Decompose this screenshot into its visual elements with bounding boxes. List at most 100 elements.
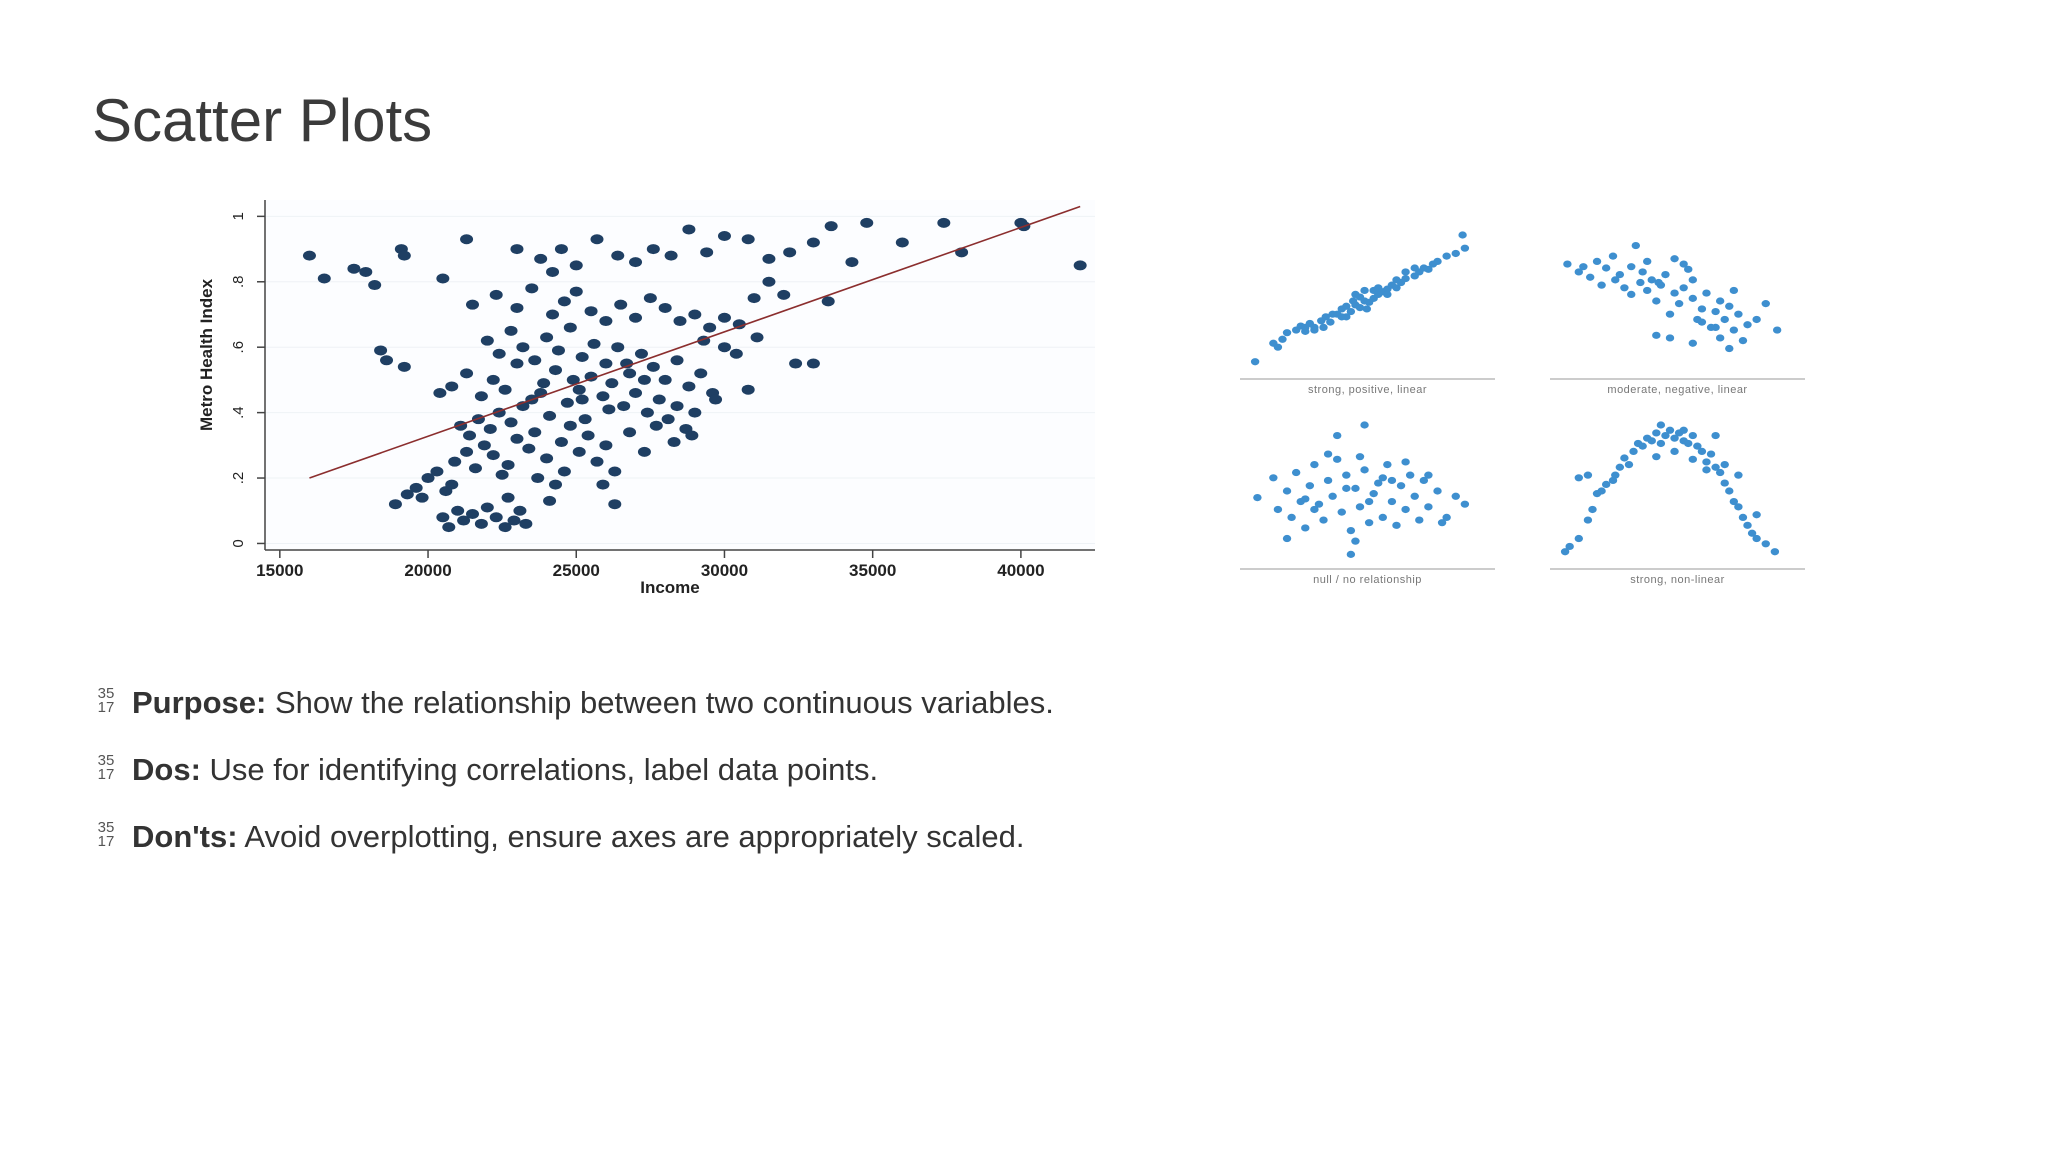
data-point (480, 335, 494, 346)
mini-data-point (1711, 307, 1720, 316)
mini-data-point (1608, 252, 1618, 260)
data-point (860, 217, 874, 228)
data-point (483, 423, 497, 434)
mini-data-point (1670, 447, 1679, 455)
data-point (540, 332, 554, 343)
mini-data-point (1387, 497, 1397, 506)
data-point (460, 234, 474, 245)
data-point (717, 342, 731, 353)
data-point (646, 361, 660, 372)
data-point (477, 440, 491, 451)
mini-data-point (1442, 252, 1451, 260)
data-point (510, 433, 524, 444)
plot-area (265, 200, 1095, 550)
bullet-purpose: 35 17 Purpose: Show the relationship betw… (92, 685, 1054, 721)
mini-data-point (1401, 505, 1410, 514)
mini-data-point (1583, 516, 1593, 524)
mini-data-point (1643, 286, 1652, 295)
data-point (513, 505, 527, 516)
mini-data-point (1627, 290, 1636, 298)
data-point (667, 437, 681, 448)
x-tick-label: 20000 (404, 561, 451, 580)
data-point (528, 355, 542, 366)
mini-data-point (1652, 429, 1661, 437)
mini-data-point (1360, 421, 1369, 429)
data-point (629, 387, 643, 398)
mini-data-point (1410, 492, 1419, 500)
mini-data-point (1665, 334, 1675, 342)
data-point (474, 391, 488, 402)
mini-data-point (1364, 519, 1374, 527)
mini-data-point (1601, 480, 1611, 488)
mini-data-point (1697, 447, 1707, 455)
bullet-donts: 35 17 Don'ts: Avoid overplotting, ensure … (92, 819, 1054, 855)
data-point (637, 374, 651, 385)
mini-data-point (1433, 487, 1442, 495)
data-point (717, 230, 731, 241)
mini-data-point (1310, 326, 1319, 334)
mini-caption: null / no relationship (1313, 574, 1422, 586)
mini-data-point (1629, 447, 1638, 455)
mini-data-point (1684, 265, 1693, 273)
data-point (445, 381, 459, 392)
data-point (587, 338, 601, 349)
y-tick-label: .6 (230, 341, 247, 354)
data-point (590, 234, 604, 245)
mini-data-point (1287, 513, 1296, 521)
data-point (750, 332, 764, 343)
mini-data-point (1410, 264, 1419, 272)
mini-data-point (1588, 505, 1597, 514)
mini-data-point (1665, 310, 1675, 318)
data-point (777, 289, 791, 300)
mini-data-point (1396, 482, 1406, 490)
data-point (596, 479, 610, 490)
mini-data-point (1301, 495, 1310, 503)
mini-data-point (1770, 548, 1780, 556)
data-point (821, 296, 835, 307)
data-point (623, 427, 637, 438)
data-point (608, 499, 622, 510)
data-point (560, 397, 574, 408)
data-point (634, 348, 648, 359)
mini-data-point (1346, 307, 1356, 316)
mini-data-point (1729, 497, 1739, 506)
x-axis-label: Income (640, 578, 700, 597)
mini-data-point (1615, 271, 1625, 279)
data-point (575, 352, 589, 363)
data-point (430, 466, 444, 477)
mini-data-point (1592, 257, 1602, 265)
mini-data-point (1355, 293, 1365, 301)
data-point (596, 391, 610, 402)
mini-data-point (1702, 466, 1711, 474)
data-point (498, 522, 512, 533)
x-tick-label: 15000 (256, 561, 303, 580)
data-point (448, 456, 462, 467)
mini-data-point (1337, 508, 1346, 516)
data-point (1073, 260, 1087, 271)
mini-data-point (1725, 487, 1734, 495)
mini-data-point (1608, 476, 1618, 485)
data-point (717, 312, 731, 323)
mini-data-point (1636, 278, 1645, 287)
data-point (566, 374, 580, 385)
mini-data-point (1715, 297, 1725, 305)
data-point (575, 394, 589, 405)
data-point (584, 306, 598, 317)
data-point (652, 394, 666, 405)
data-point (474, 518, 488, 529)
mini-data-point (1364, 497, 1374, 506)
data-point (608, 466, 622, 477)
mini-data-point (1424, 471, 1433, 479)
mini-data-point (1369, 490, 1378, 498)
data-point (611, 250, 625, 261)
mini-data-point (1772, 326, 1782, 334)
data-point (492, 348, 506, 359)
mini-data-point (1679, 284, 1688, 292)
bullet-dos: 35 17 Dos: Use for identifying correlatio… (92, 752, 1054, 788)
mini-data-point (1273, 343, 1283, 351)
data-point (578, 414, 592, 425)
bullet-text: Avoid overplotting, ensure axes are appr… (237, 819, 1025, 854)
data-point (302, 250, 316, 261)
mini-data-point (1355, 304, 1365, 312)
mini-data-point (1269, 474, 1278, 482)
